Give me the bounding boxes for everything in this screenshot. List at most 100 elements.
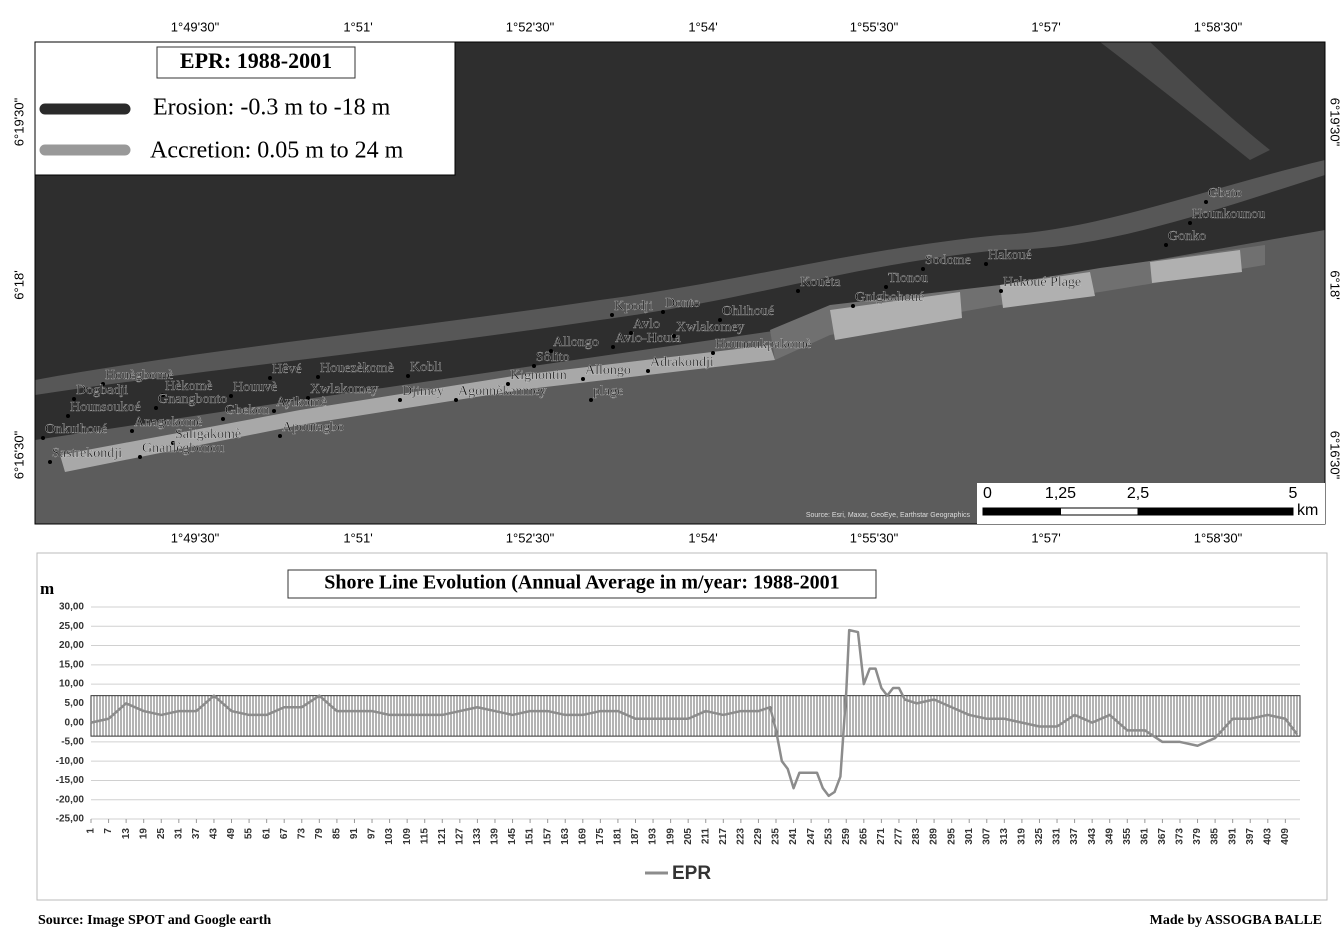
y-tick-label: -20,00	[56, 794, 85, 805]
lon-label: 1°51'	[343, 530, 372, 545]
attribution: Source: Esri, Maxar, GeoEye, Earthstar G…	[806, 512, 971, 519]
x-tick-label: 337	[1069, 828, 1080, 845]
x-tick-label: 343	[1087, 828, 1098, 845]
place-label: Avlo-Houta	[615, 331, 682, 346]
place-label: Sodome	[925, 253, 971, 268]
x-tick-label: 295	[946, 828, 957, 845]
scale-label: 5	[1289, 485, 1298, 502]
x-tick-label: 235	[771, 828, 782, 845]
x-tick-label: 319	[1017, 828, 1028, 845]
figure: EPR: 1988-2001 Erosion: -0.3 m to -18 m …	[0, 0, 1344, 938]
place-label: Adrakondji	[650, 355, 714, 370]
y-tick-label: -10,00	[56, 756, 85, 767]
place-label: Agonnèkanmey	[458, 384, 547, 399]
x-tick-label: 61	[261, 828, 272, 840]
place-label: Gbato	[1208, 186, 1242, 201]
y-tick-label: 25,00	[59, 621, 84, 632]
place-label: Ayikomè	[276, 395, 327, 410]
y-axis-label: m	[40, 579, 54, 598]
x-tick-label: 49	[226, 828, 237, 840]
place-label: Gnangbonto	[158, 392, 227, 407]
place-label: Xwlakomey	[676, 320, 744, 335]
place-label: Hêvé	[272, 362, 302, 377]
x-tick-label: 223	[736, 828, 747, 845]
y-tick-label: 15,00	[59, 659, 84, 670]
lat-label: 6°19'30"	[1328, 98, 1343, 147]
x-tick-label: 361	[1139, 828, 1150, 845]
y-tick-label: 5,00	[65, 698, 85, 709]
place-label: Hakoué	[988, 248, 1032, 263]
place-label: Tionou	[888, 271, 928, 286]
x-tick-label: 355	[1122, 828, 1133, 845]
lon-label: 1°49'30"	[171, 530, 220, 545]
y-tick-label: -15,00	[56, 775, 85, 786]
place-label: Kpodji	[614, 299, 653, 314]
place-label: Sôlito	[536, 350, 569, 365]
scale-segment	[983, 508, 1061, 515]
x-tick-label: 247	[806, 828, 817, 845]
x-tick-label: 181	[613, 828, 624, 845]
scale-segment	[1061, 508, 1139, 515]
place-label: Sastrekondji	[52, 446, 122, 461]
x-tick-label: 331	[1052, 828, 1063, 845]
lat-label: 6°16'30"	[11, 430, 26, 479]
y-tick-label: -25,00	[56, 814, 85, 825]
x-tick-label: 169	[577, 828, 588, 845]
x-tick-label: 409	[1280, 828, 1291, 845]
footer-credit: Made by ASSOGBA BALLE	[1150, 913, 1322, 928]
scale-unit: km	[1297, 502, 1318, 519]
x-tick-label: 193	[648, 828, 659, 845]
legend-label: EPR	[672, 863, 711, 884]
lon-label: 1°58'30"	[1194, 530, 1243, 545]
x-tick-label: 379	[1192, 828, 1203, 845]
x-tick-label: 277	[894, 828, 905, 845]
place-label: Allongo	[585, 363, 631, 378]
place-label: Apoutagbo	[282, 420, 344, 435]
place-label: Avlo	[633, 317, 660, 332]
scale-label: 1,25	[1045, 485, 1076, 502]
x-tick-label: 67	[279, 828, 290, 840]
x-tick-label: 205	[683, 828, 694, 845]
scale-label: 2,5	[1127, 485, 1149, 502]
x-tick-label: 367	[1157, 828, 1168, 845]
place-label: plage	[593, 384, 623, 399]
x-tick-label: 1	[86, 828, 97, 834]
x-tick-label: 397	[1245, 828, 1256, 845]
scale-segment	[1138, 508, 1293, 515]
legend-label: Erosion: -0.3 m to -18 m	[153, 95, 391, 121]
x-tick-label: 199	[665, 828, 676, 845]
x-tick-label: 91	[349, 828, 360, 840]
x-tick-label: 133	[472, 828, 483, 845]
place-label: Kignontin	[510, 368, 567, 383]
y-tick-label: 30,00	[59, 602, 84, 613]
x-tick-label: 121	[437, 828, 448, 845]
place-label: Hounkounou	[1192, 207, 1265, 222]
x-tick-label: 175	[595, 828, 606, 845]
x-tick-label: 103	[384, 828, 395, 845]
x-tick-label: 217	[718, 828, 729, 845]
x-tick-label: 241	[788, 828, 799, 845]
lon-label: 1°54'	[688, 530, 717, 545]
x-tick-label: 229	[753, 828, 764, 845]
x-tick-label: 127	[454, 828, 465, 845]
place-label: Donto	[665, 296, 700, 311]
x-tick-label: 349	[1104, 828, 1115, 845]
x-tick-label: 253	[823, 828, 834, 845]
lat-label: 6°18'	[1328, 270, 1343, 299]
x-tick-label: 289	[929, 828, 940, 845]
lat-label: 6°16'30"	[1328, 431, 1343, 480]
x-tick-label: 163	[560, 828, 571, 845]
y-tick-label: -5,00	[61, 737, 84, 748]
place-label: Djimey	[402, 384, 444, 399]
footer-source: Source: Image SPOT and Google earth	[38, 913, 271, 928]
x-tick-label: 85	[332, 828, 343, 840]
lon-label: 1°54'	[688, 19, 717, 34]
x-tick-label: 307	[981, 828, 992, 845]
x-tick-label: 109	[402, 828, 413, 845]
lon-label: 1°52'30"	[506, 530, 555, 545]
legend-label: Accretion: 0.05 m to 24 m	[150, 138, 404, 164]
place-label: Gbekon	[225, 403, 269, 418]
x-tick-label: 151	[525, 828, 536, 845]
x-tick-label: 19	[138, 828, 149, 840]
place-label: Dogbadji	[76, 383, 128, 398]
